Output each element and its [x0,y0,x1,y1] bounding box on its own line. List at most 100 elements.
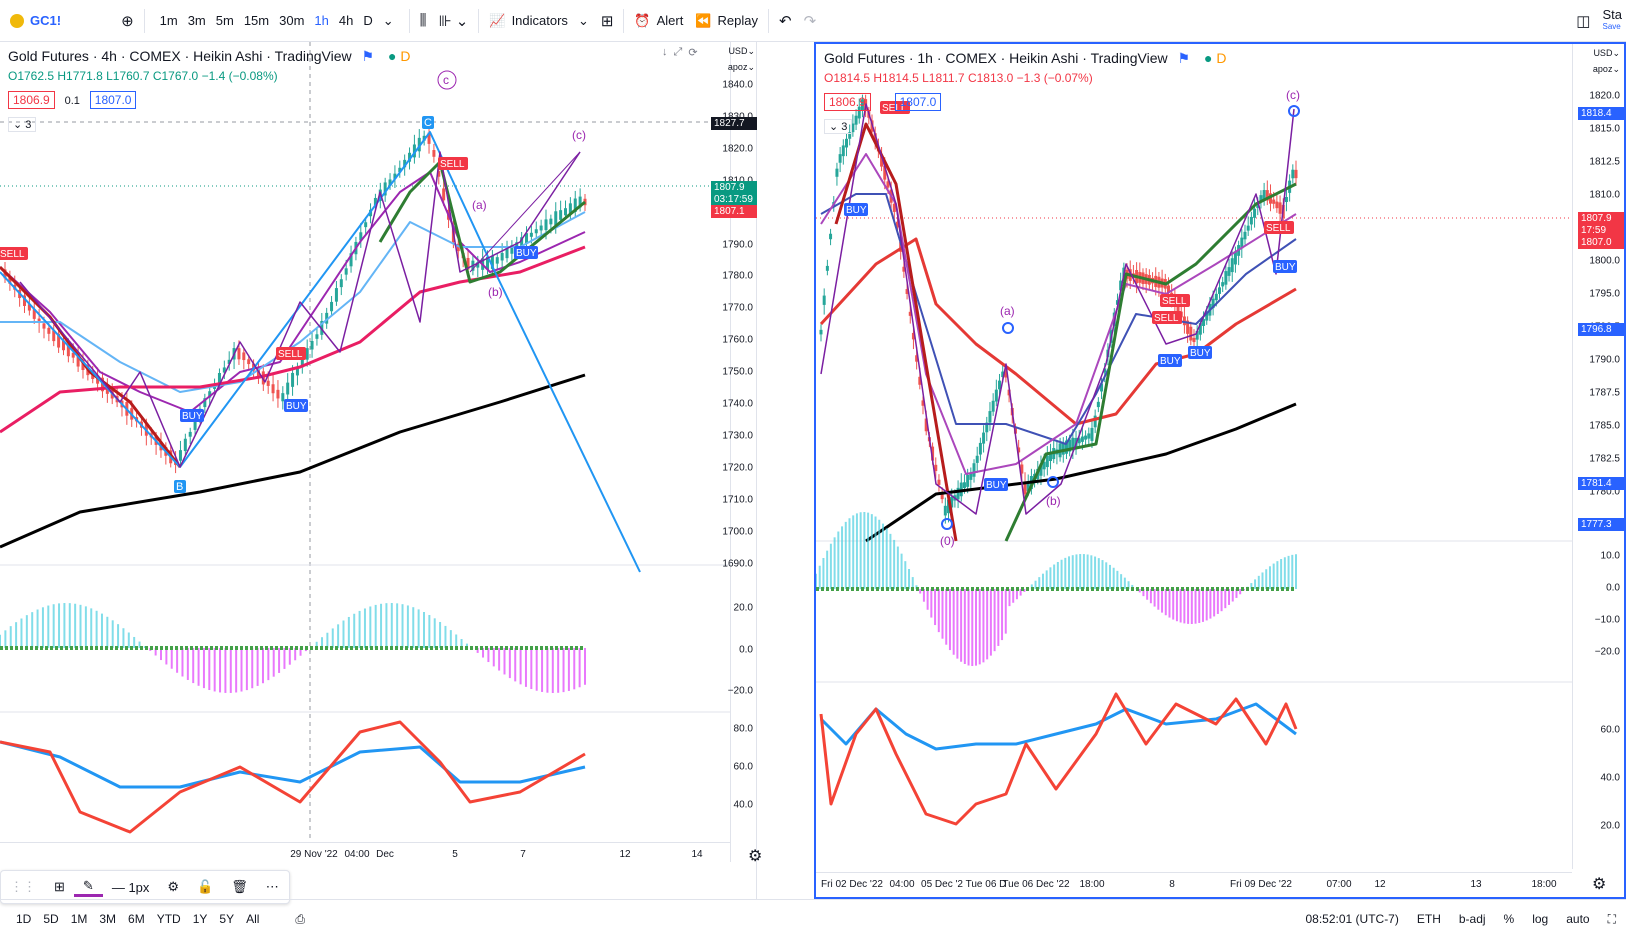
settings-icon[interactable]: ⚙ [167,879,180,894]
interval-30m[interactable]: 30m [279,13,305,28]
compare-add-icon[interactable]: ⊕ [121,12,134,30]
currency-label[interactable]: USD⌄ [1593,48,1620,58]
right-price-axis[interactable]: USD⌄ apoz⌄ 1820.01815.01812.51810.01802.… [1572,44,1624,869]
replay-button[interactable]: ⏪ Replay [689,0,764,42]
collapse-indicators-button[interactable]: ⌄ 3 [824,119,853,134]
price-tick: 1787.5 [1589,387,1620,399]
sell-price-button[interactable]: 1806.9 [8,91,55,109]
last-price-label: 1807.9 [711,181,757,194]
drag-handle-icon[interactable]: ⋮⋮ [10,879,36,894]
scale-mode-label[interactable]: apoz⌄ [727,62,755,72]
interval-4h[interactable]: 4h [338,13,354,28]
divider [478,8,480,33]
buy-price-button[interactable]: 1807.0 [89,91,137,109]
time-label: 5 [452,849,458,860]
expand-icon[interactable]: ⛶ [1607,911,1616,926]
time-label: Tue 06 D [965,879,1007,890]
right-candle [937,479,941,485]
signal-buy: BUY [986,480,1007,491]
right-chart-canvas[interactable]: (a) (b) (c) (0) SELL BUY SELL SELL BUY BUY BUY SELL… [816,44,1624,897]
interval-more-icon[interactable]: ⌄ [382,12,394,28]
buy-price-button[interactable]: 1807.0 [894,93,942,111]
currency-label[interactable]: USD⌄ [728,46,755,56]
session-toggle[interactable]: ETH [1416,912,1441,926]
range-ytd[interactable]: YTD [156,912,181,926]
right-rsi-red [819,692,1298,826]
right-candle [966,474,970,487]
left-time-axis[interactable]: 29 Nov '22 04:00 Dec 5 7 12 14 [0,842,730,866]
range-1d[interactable]: 1D [16,912,32,926]
more-icon[interactable]: ⋯ [265,879,279,894]
lock-icon[interactable]: 🔓 [197,879,214,894]
candle-type-icon[interactable]: ⊪ ⌄ [438,12,469,30]
time-label: 8 [1169,879,1175,890]
refresh-icon[interactable]: ⟳ [688,47,698,59]
date-range-group: 1D 5D 1M 3M 6M YTD 1Y 5Y All [0,912,265,926]
bar-style-icon[interactable]: ⫼ [419,12,427,29]
left-candle [388,179,392,186]
split-layout-icon[interactable]: ◫ [1576,13,1591,30]
right-candle [1020,464,1024,474]
right-chart-pane[interactable]: (a) (b) (c) (0) SELL BUY SELL SELL BUY BUY BUY SELL… [814,42,1626,899]
interval-1m[interactable]: 1m [159,13,178,28]
left-candle [339,279,343,288]
range-1m[interactable]: 1M [70,912,88,926]
right-candle [1186,320,1190,334]
symbol-search-button[interactable]: GC1! [0,0,67,42]
left-chart-canvas[interactable]: C Bc (a) (b) (c) SELL BUY SELL BUY SELL BUY [0,42,757,899]
range-5d[interactable]: 5D [43,912,59,926]
layout-templates-icon[interactable]: ⊞ [600,12,614,30]
range-all[interactable]: All [246,912,260,926]
interval-15m[interactable]: 15m [243,13,270,28]
collapse-indicators-button[interactable]: ⌄ 3 [8,117,37,132]
range-3m[interactable]: 3M [99,912,117,926]
undo-icon[interactable]: ↶ [779,12,792,30]
interval-3m[interactable]: 3m [187,13,206,28]
left-candle [305,348,309,360]
auto-toggle[interactable]: auto [1566,912,1590,926]
scale-mode-label[interactable]: apoz⌄ [1592,64,1620,74]
ohlc-open: O1762.5 [8,69,55,83]
bookmark-flag-icon[interactable]: ⚑ [361,48,375,64]
time-label: Tue 06 Dec '22 [1002,879,1070,890]
interval-5m[interactable]: 5m [215,13,234,28]
indicators-button[interactable]: 📈 Indicators ⌄ [483,0,594,42]
indicators-icon: 📈 [489,12,506,28]
left-price-axis[interactable]: USD⌄ apoz⌄ 1840.01830.01820.01810.01800.… [711,42,757,862]
adjustment-toggle[interactable]: b-adj [1458,912,1486,926]
arrow-down-icon[interactable]: ↓ [662,46,668,58]
redo-icon[interactable]: ↷ [803,12,817,30]
pencil-color-icon[interactable]: ✎ [73,878,103,897]
range-5y[interactable]: 5Y [219,912,235,926]
chart-controls: ↓ ⤢ ⟳ [662,46,698,59]
alert-button[interactable]: ⏰ Alert [628,0,689,42]
right-candle [1202,319,1206,326]
right-candle [1195,330,1199,340]
signal-sell: SELL [0,249,25,260]
right-candle [1227,267,1231,276]
settings-gear-icon[interactable]: ⚙ [1592,876,1607,893]
clock[interactable]: 08:52:01 (UTC-7) [1305,912,1399,926]
right-candle [1268,193,1272,204]
right-time-axis[interactable]: Fri 02 Dec '22 04:00 05 Dec '2 Tue 06 D Tue … [816,872,1572,896]
range-1y[interactable]: 1Y [192,912,208,926]
sell-price-button[interactable]: 1806.9 [824,93,871,111]
interval-1h[interactable]: 1h [314,13,329,28]
gold-symbol-icon [10,13,24,28]
right-chart-title: Gold Futures · 1h · COMEX · Heikin Ashi … [824,50,1168,66]
save-button[interactable]: Sta Save [1602,8,1622,33]
bookmark-flag-icon[interactable]: ⚑ [1177,50,1191,66]
left-candle [534,229,538,234]
trash-icon[interactable]: 🗑 [231,879,248,894]
percent-toggle[interactable]: % [1503,912,1515,926]
log-toggle[interactable]: log [1532,912,1549,926]
right-candle [829,233,833,240]
maximize-icon[interactable]: ⤢ [673,46,683,58]
goto-date-icon[interactable]: ⎙ [295,911,306,926]
template-icon[interactable]: ⊞ [54,879,65,894]
interval-D[interactable]: D [363,13,373,28]
range-6m[interactable]: 6M [128,912,145,926]
line-width-button[interactable]: — 1px [111,879,150,895]
settings-gear-icon[interactable]: ⚙ [748,848,763,865]
